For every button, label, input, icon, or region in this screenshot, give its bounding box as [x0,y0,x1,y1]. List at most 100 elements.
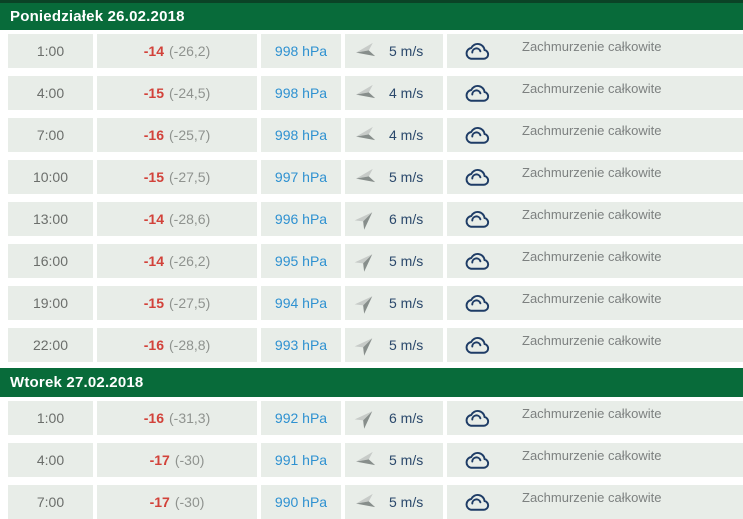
forecast-row: 4:00 -17 (-30) 991 hPa 5 m/s [8,443,743,477]
temperature-cell: -15 (-27,5) [97,286,257,320]
cloud-icon [463,334,492,356]
wind-direction-icon [352,331,380,359]
condition-cell: Zachmurzenie całkowite [447,118,743,152]
temperature-cell: -16 (-28,8) [97,328,257,362]
temperature-value: -14 [143,43,164,59]
condition-label: Zachmurzenie całkowite [522,332,662,348]
pressure-value: 992 hPa [274,410,328,426]
time-label: 4:00 [36,452,65,468]
wind-cell: 4 m/s [345,118,443,152]
pressure-value: 990 hPa [274,494,328,510]
time-label: 7:00 [36,127,65,143]
time-label: 1:00 [36,410,65,426]
pressure-value: 991 hPa [274,452,328,468]
wind-cell: 5 m/s [345,34,443,68]
time-label: 10:00 [32,169,69,185]
pressure-value: 996 hPa [274,211,328,227]
wind-speed-value: 5 m/s [389,337,424,353]
wind-direction-icon [354,449,378,470]
wind-cell: 5 m/s [345,485,443,519]
cloud-icon [463,124,492,146]
condition-label: Zachmurzenie całkowite [522,164,662,180]
day-rows: 1:00 -16 (-31,3) 992 hPa 6 m/s [0,401,743,519]
time-label: 19:00 [32,295,69,311]
pressure-value: 995 hPa [274,253,328,269]
wind-speed-value: 5 m/s [389,295,424,311]
pressure-cell: 990 hPa [261,485,341,519]
wind-direction-icon [354,82,378,103]
feels-like-value: (-25,7) [169,127,211,143]
condition-label: Zachmurzenie całkowite [522,206,662,222]
wind-speed-value: 4 m/s [389,127,424,143]
temperature-value: -15 [143,169,164,185]
pressure-cell: 992 hPa [261,401,341,435]
condition-label: Zachmurzenie całkowite [522,38,662,54]
pressure-cell: 998 hPa [261,76,341,110]
time-cell: 10:00 [8,160,93,194]
time-cell: 13:00 [8,202,93,236]
time-cell: 4:00 [8,443,93,477]
wind-speed-value: 5 m/s [389,452,424,468]
condition-cell: Zachmurzenie całkowite [447,202,743,236]
time-label: 13:00 [32,211,69,227]
temperature-value: -17 [149,452,170,468]
wind-speed-value: 5 m/s [389,494,424,510]
condition-label: Zachmurzenie całkowite [522,80,662,96]
wind-direction-icon [354,166,378,187]
wind-direction-icon [352,205,380,233]
condition-cell: Zachmurzenie całkowite [447,485,743,519]
cloud-icon [463,166,492,188]
temperature-cell: -15 (-24,5) [97,76,257,110]
condition-label: Zachmurzenie całkowite [522,405,662,421]
forecast-row: 16:00 -14 (-26,2) 995 hPa 5 m/s [8,244,743,278]
temperature-value: -16 [143,127,164,143]
forecast-row: 10:00 -15 (-27,5) 997 hPa 5 m/s [8,160,743,194]
wind-cell: 5 m/s [345,328,443,362]
feels-like-value: (-26,2) [169,253,211,269]
condition-cell: Zachmurzenie całkowite [447,160,743,194]
feels-like-value: (-30) [174,452,205,468]
condition-cell: Zachmurzenie całkowite [447,34,743,68]
day-header: Wtorek 27.02.2018 [0,368,743,397]
condition-label: Zachmurzenie całkowite [522,290,662,306]
feels-like-value: (-26,2) [169,43,211,59]
feels-like-value: (-31,3) [169,410,211,426]
forecast-section-monday: Poniedziałek 26.02.2018 1:00 -14 (-26,2)… [0,0,743,362]
cloud-icon [463,407,492,429]
wind-direction-icon [354,124,378,145]
feels-like-value: (-27,5) [169,169,211,185]
condition-cell: Zachmurzenie całkowite [447,76,743,110]
pressure-value: 994 hPa [274,295,328,311]
pressure-value: 998 hPa [274,85,328,101]
wind-direction-icon [352,289,380,317]
forecast-row: 7:00 -16 (-25,7) 998 hPa 4 m/s [8,118,743,152]
condition-label: Zachmurzenie całkowite [522,447,662,463]
wind-direction-icon [354,491,378,512]
pressure-cell: 995 hPa [261,244,341,278]
feels-like-value: (-28,8) [169,337,211,353]
wind-speed-value: 5 m/s [389,169,424,185]
day-header: Poniedziałek 26.02.2018 [0,0,743,30]
cloud-icon [463,208,492,230]
forecast-section-tuesday: Wtorek 27.02.2018 1:00 -16 (-31,3) 992 h… [0,368,743,519]
temperature-cell: -17 (-30) [97,443,257,477]
temperature-cell: -17 (-30) [97,485,257,519]
forecast-row: 4:00 -15 (-24,5) 998 hPa 4 m/s [8,76,743,110]
temperature-value: -16 [143,337,164,353]
forecast-row: 22:00 -16 (-28,8) 993 hPa 5 m/s [8,328,743,362]
forecast-row: 1:00 -16 (-31,3) 992 hPa 6 m/s [8,401,743,435]
pressure-cell: 997 hPa [261,160,341,194]
wind-direction-icon [352,247,380,275]
wind-cell: 4 m/s [345,76,443,110]
condition-label: Zachmurzenie całkowite [522,489,662,505]
temperature-value: -15 [143,295,164,311]
wind-speed-value: 5 m/s [389,43,424,59]
pressure-cell: 996 hPa [261,202,341,236]
temperature-value: -16 [143,410,164,426]
time-label: 1:00 [36,43,65,59]
temperature-cell: -16 (-31,3) [97,401,257,435]
time-label: 22:00 [32,337,69,353]
feels-like-value: (-30) [174,494,205,510]
forecast-row: 1:00 -14 (-26,2) 998 hPa 5 m/s [8,34,743,68]
